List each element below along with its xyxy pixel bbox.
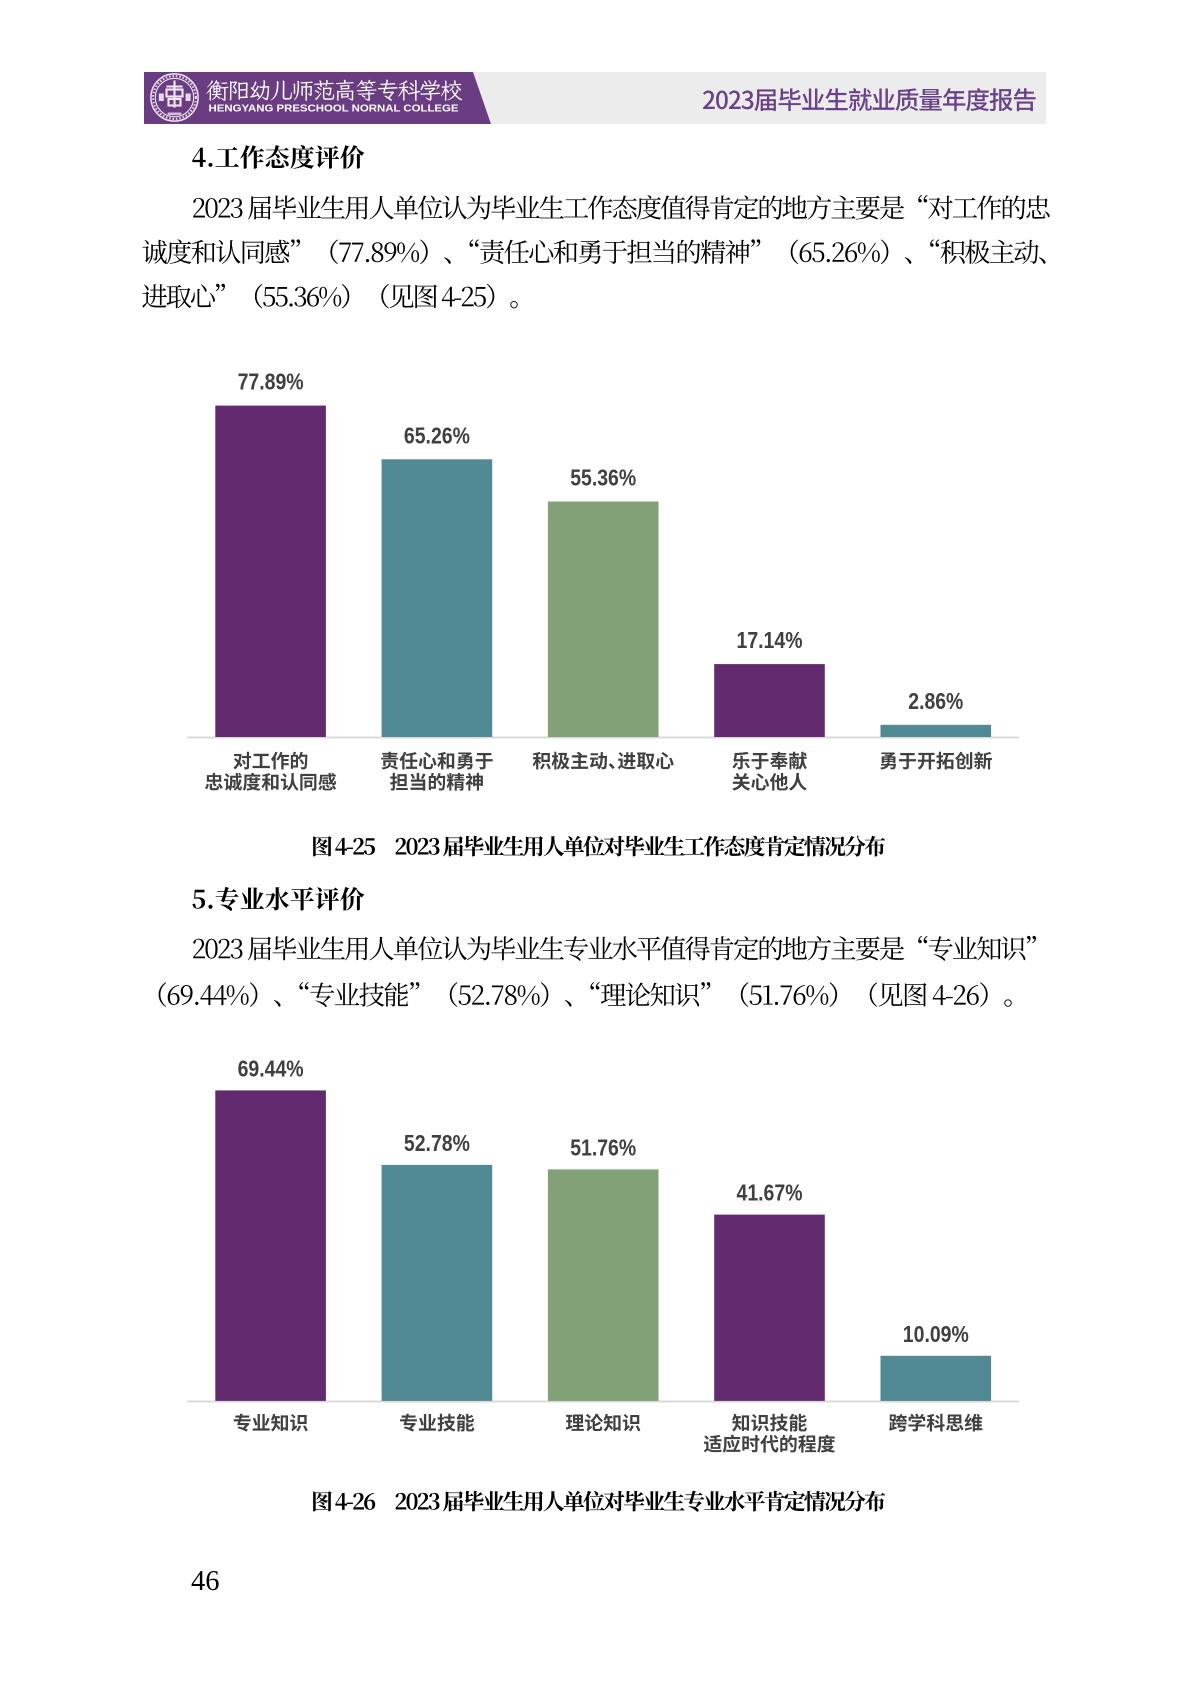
svg-text:69.44%: 69.44%: [238, 1055, 304, 1081]
svg-text:46: 46: [191, 1566, 220, 1597]
svg-text:41.67%: 41.67%: [737, 1180, 803, 1206]
svg-text:HENGYANG PRESCHOOL NORNAL COLL: HENGYANG PRESCHOOL NORNAL COLLEGE: [209, 104, 459, 115]
svg-text:2.86%: 2.86%: [908, 688, 963, 714]
svg-text:17.14%: 17.14%: [737, 627, 803, 653]
svg-text:51.76%: 51.76%: [570, 1134, 636, 1160]
svg-text:65.26%: 65.26%: [404, 422, 470, 448]
svg-text:77.89%: 77.89%: [238, 369, 304, 395]
svg-text:55.36%: 55.36%: [570, 465, 636, 491]
svg-text:52.78%: 52.78%: [404, 1130, 470, 1156]
svg-text:10.09%: 10.09%: [903, 1321, 969, 1347]
